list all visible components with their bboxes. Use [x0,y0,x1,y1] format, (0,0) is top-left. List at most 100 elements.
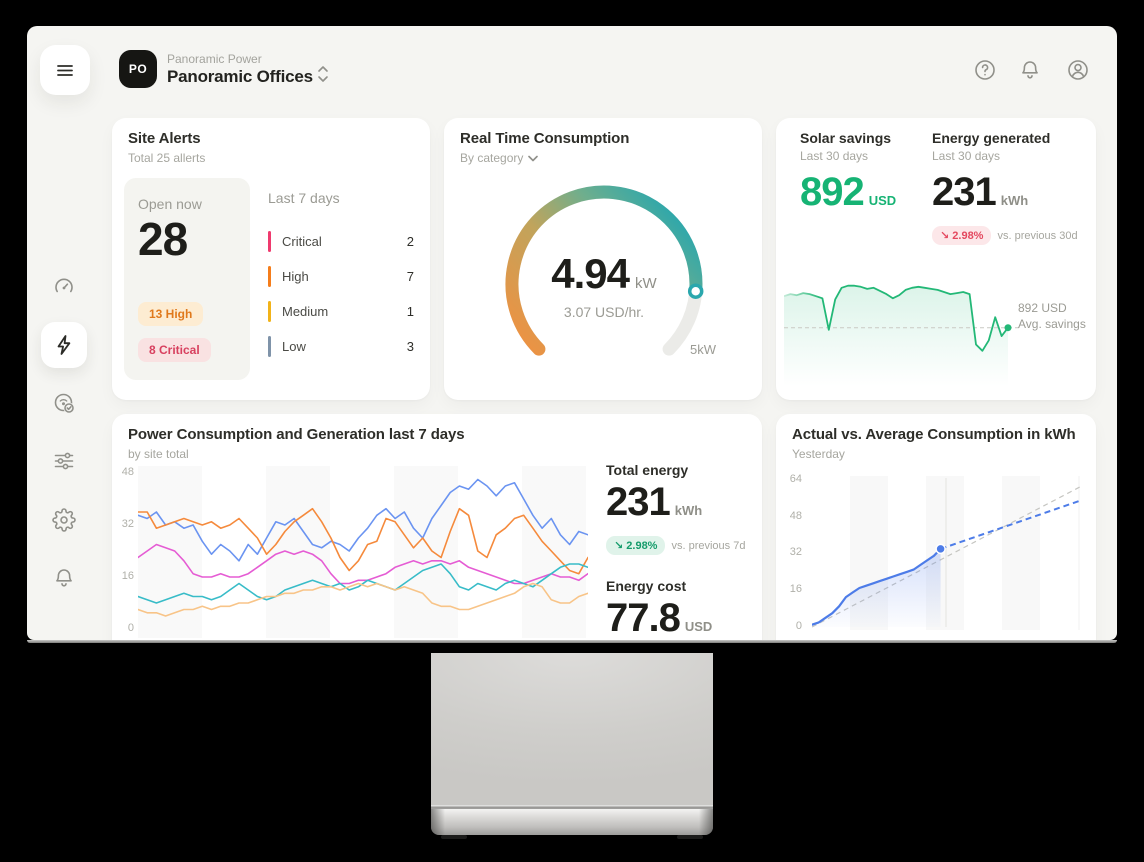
solar-savings-value: 892 [800,170,865,214]
total-energy-value: 231 [606,480,671,524]
severity-count: 3 [406,339,414,354]
delta-down-badge: ↘ 2.98% [606,536,666,555]
energy-cost-value: 77.8 [606,596,681,640]
open-now-panel: Open now 28 13 High 8 Critical [124,178,250,380]
sidebar-item-energy[interactable] [41,322,87,368]
open-now-label: Open now [138,196,202,212]
sidebar-item-sensors[interactable] [41,380,87,426]
severity-bar [268,231,271,252]
monitor-stand [431,653,713,839]
severity-label: Critical [282,234,322,249]
bell-icon [56,569,72,587]
y-tick: 48 [121,466,134,478]
y-tick: 0 [127,622,134,634]
user-avatar-icon[interactable] [1066,58,1090,82]
signal-check-icon [54,393,75,414]
solar-savings-card: Solar savings Last 30 days Energy genera… [776,118,1096,400]
hamburger-icon [57,65,73,76]
sliders-icon [54,452,74,470]
site-switcher-icon[interactable] [315,64,331,84]
y-tick: 64 [789,473,802,485]
chevron-down-icon [528,155,539,161]
solar-savings-unit: USD [868,193,897,208]
avg-savings-caption: Avg. savings [1018,317,1086,331]
energy-generated-value: 231 [932,170,997,214]
y-tick: 48 [789,510,802,522]
consumption-unit: kW [635,275,657,292]
severity-bar [268,301,271,322]
hamburger-menu-button[interactable] [40,45,90,95]
site-alerts-card: Site Alerts Total 25 allerts Open now 28… [112,118,430,400]
y-tick: 0 [795,620,802,632]
site-name: Panoramic Offices [167,67,313,86]
avg-savings-label: 892 USD Avg. savings [1018,300,1086,332]
category-filter-dropdown[interactable]: By category [460,151,539,165]
card-title: Real Time Consumption [460,130,630,147]
energy-generated-title: Energy generated [932,130,1051,146]
stand-groove [431,805,713,809]
card-subtitle: Total 25 allerts [128,151,206,165]
gear-icon [52,508,76,532]
severity-bar [268,266,271,287]
lightning-icon [57,335,71,355]
solar-savings-chart [783,268,1022,388]
stand-pad [677,835,703,839]
consumption-gauge [494,180,714,380]
avg-savings-value: 892 USD [1018,301,1067,315]
filter-label: By category [460,151,524,165]
gauge-readout: 4.94 kW 3.07 USD/hr. [444,250,764,320]
speedometer-icon [55,278,73,293]
sidebar-item-controls[interactable] [41,438,87,484]
severity-bar [268,336,271,357]
consumption-value: 4.94 [551,250,630,297]
y-tick: 32 [121,518,134,530]
power-consumption-card: Power Consumption and Generation last 7 … [112,414,762,640]
sidebar-item-settings[interactable] [41,497,87,543]
energy-cost-unit: USD [684,619,713,634]
severity-row-medium[interactable]: Medium 1 [268,300,414,324]
delta-caption: vs. previous 7d [671,539,746,552]
y-tick: 32 [789,546,802,558]
solar-savings-subtitle: Last 30 days [800,149,869,163]
severity-row-low[interactable]: Low 3 [268,335,414,359]
card-subtitle: Yesterday [792,447,845,461]
card-title: Actual vs. Average Consumption in kWh [792,426,1076,443]
gauge-max-label: 5kW [690,342,716,357]
delta-down-badge: ↘ 2.98% [932,226,992,245]
consumption-cost: 3.07 USD/hr. [563,304,645,320]
severity-label: High [282,269,309,284]
brand-logo[interactable]: PO [119,50,157,88]
open-now-value: 28 [138,213,188,265]
severity-label: Medium [282,304,329,319]
actual-vs-average-card: Actual vs. Average Consumption in kWh Ye… [776,414,1096,640]
critical-alerts-badge[interactable]: 8 Critical [138,338,211,362]
severity-label: Low [282,339,306,354]
notifications-bell-icon[interactable] [1018,58,1042,82]
severity-count: 1 [406,304,414,319]
total-energy-label: Total energy [606,462,689,478]
real-time-consumption-card: Real Time Consumption By category 4.94 k… [444,118,762,400]
power-consumption-chart [138,466,588,638]
card-title: Power Consumption and Generation last 7 … [128,426,465,443]
actual-vs-average-chart [812,476,1080,630]
severity-row-high[interactable]: High 7 [268,265,414,289]
high-alerts-badge[interactable]: 13 High [138,302,204,326]
help-icon[interactable] [973,58,997,82]
severity-count: 7 [406,269,414,284]
severity-count: 2 [406,234,414,249]
card-title: Site Alerts [128,130,201,147]
total-energy-unit: kWh [674,503,703,518]
laptop-screen: PO Panoramic Power Panoramic Offices [27,26,1117,640]
screen-bottom-bezel [27,640,1117,643]
sidebar-item-alerts[interactable] [41,555,87,601]
brand-initials: PO [128,62,148,76]
solar-savings-title: Solar savings [800,130,892,146]
severity-row-critical[interactable]: Critical 2 [268,230,414,254]
stand-body [431,653,713,805]
energy-generated-subtitle: Last 30 days [932,149,1001,163]
sidebar-item-overview[interactable] [41,264,87,310]
card-subtitle: by site total [128,447,189,461]
stand-pad [441,835,467,839]
delta-caption: vs. previous 30d [997,229,1078,242]
